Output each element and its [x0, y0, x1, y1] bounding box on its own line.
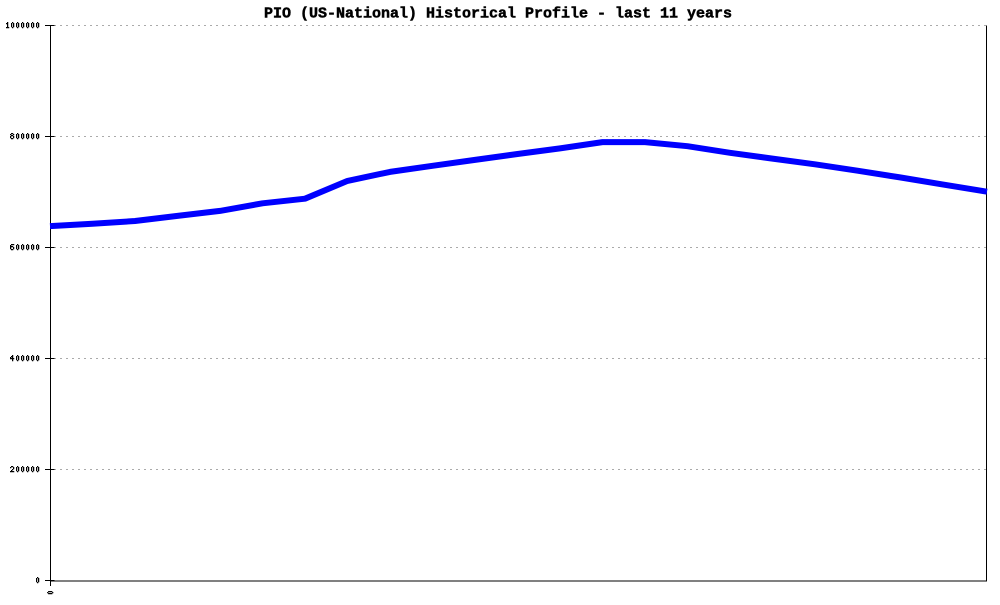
- svg-text:PIO (US-National) Historical P: PIO (US-National) Historical Profile - l…: [264, 6, 732, 23]
